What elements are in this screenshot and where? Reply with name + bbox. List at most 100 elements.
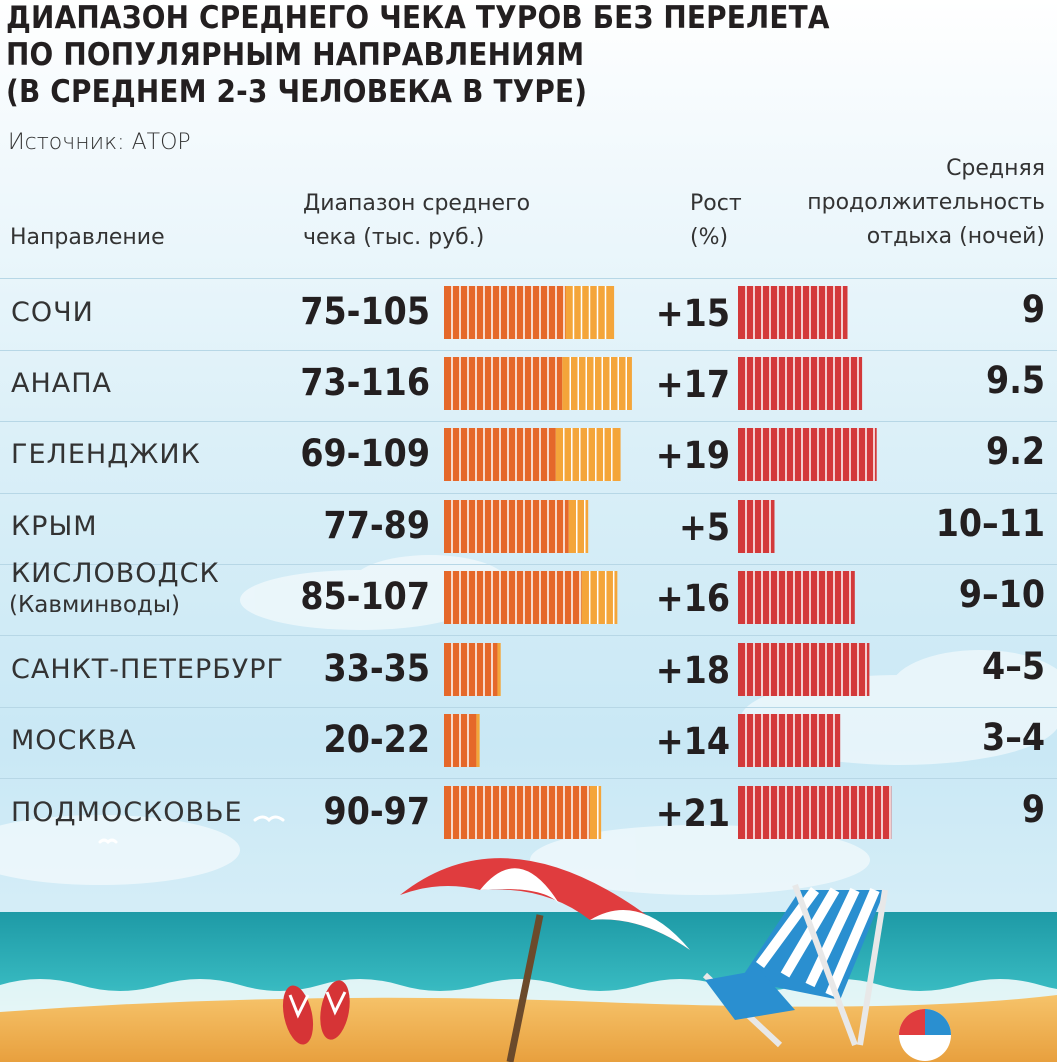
nights-value: 9–10 <box>958 573 1045 616</box>
header-nights: Средняя продолжительность отдыха (ночей) <box>760 152 1045 254</box>
range-bar <box>444 571 618 624</box>
range-bar <box>444 357 632 410</box>
row-separator <box>0 278 1057 279</box>
range-bar-min <box>444 571 582 624</box>
range-bar <box>444 286 615 339</box>
growth-bar-fill <box>738 357 863 410</box>
growth-bar <box>738 714 841 767</box>
destination-label: САНКТ-ПЕТЕРБУРГ <box>11 654 284 685</box>
nights-value: 10–11 <box>935 502 1045 545</box>
table-row: КИСЛОВОДСК (Кавминводы) 85-107 +16 9–10 <box>0 558 1057 637</box>
range-bar-min <box>444 428 556 481</box>
range-value: 73-116 <box>300 361 430 404</box>
destination-label: АНАПА <box>11 368 113 399</box>
growth-bar <box>738 643 870 696</box>
destination-label: КРЫМ <box>11 511 98 542</box>
growth-value: +14 <box>655 720 730 763</box>
range-bar-max <box>565 286 615 339</box>
growth-bar-fill <box>738 428 877 481</box>
row-separator <box>0 635 1057 636</box>
table-row: СОЧИ 75-105 +15 9 <box>0 280 1057 352</box>
title-line-3: (В СРЕДНЕМ 2-3 ЧЕЛОВЕКА В ТУРЕ) <box>6 74 588 110</box>
nights-value: 9 <box>1021 288 1045 331</box>
growth-bar <box>738 500 775 553</box>
growth-bar-fill <box>738 286 848 339</box>
range-value: 20-22 <box>323 718 430 761</box>
beach-ball-icon <box>899 1009 951 1061</box>
destination-label: МОСКВА <box>11 725 137 756</box>
range-bar-max <box>555 428 621 481</box>
range-bar-min <box>444 357 563 410</box>
table-row: САНКТ-ПЕТЕРБУРГ 33-35 +18 4–5 <box>0 637 1057 709</box>
destination-label: ГЕЛЕНДЖИК <box>11 439 201 470</box>
range-value: 69-109 <box>300 432 430 475</box>
range-value: 75-105 <box>300 290 430 333</box>
range-bar-min <box>444 714 477 767</box>
range-value: 77-89 <box>323 504 430 547</box>
row-separator <box>0 707 1057 708</box>
growth-bar-fill <box>738 500 775 553</box>
destination-label: КИСЛОВОДСК <box>11 558 220 589</box>
title-line-2: ПО ПОПУЛЯРНЫМ НАПРАВЛЕНИЯМ <box>6 37 585 73</box>
header-destination: Направление <box>10 225 165 250</box>
table-row: КРЫМ 77-89 +5 10–11 <box>0 494 1057 566</box>
range-bar <box>444 500 589 553</box>
growth-bar <box>738 286 848 339</box>
header-growth-line-1: Рост <box>690 191 742 216</box>
nights-value: 9.2 <box>986 430 1045 473</box>
header-nights-line-2: продолжительность <box>807 190 1045 215</box>
destination-label: СОЧИ <box>11 297 94 328</box>
range-bar-max <box>581 571 618 624</box>
row-separator <box>0 421 1057 422</box>
range-bar-max <box>568 500 589 553</box>
nights-value: 9 <box>1021 788 1045 831</box>
range-bar <box>444 786 602 839</box>
table-row: ПОДМОСКОВЬЕ 90-97 +21 9 <box>0 780 1057 852</box>
flip-flops-icon <box>282 980 350 1045</box>
growth-bar <box>738 357 863 410</box>
nights-value: 9.5 <box>986 359 1045 402</box>
destination-label: ПОДМОСКОВЬЕ <box>11 797 243 828</box>
range-bar <box>444 428 621 481</box>
range-bar-max <box>589 786 602 839</box>
growth-bar-fill <box>738 786 892 839</box>
row-separator <box>0 350 1057 351</box>
range-bar-min <box>444 500 569 553</box>
sand <box>0 995 1057 1062</box>
growth-bar <box>738 571 855 624</box>
header-growth-line-2: (%) <box>690 225 729 250</box>
range-bar <box>444 714 480 767</box>
growth-value: +18 <box>655 649 730 692</box>
table-row: МОСКВА 20-22 +14 3–4 <box>0 708 1057 780</box>
title-line-1: ДИАПАЗОН СРЕДНЕГО ЧЕКА ТУРОВ БЕЗ ПЕРЕЛЕТ… <box>6 0 830 36</box>
source-note: Источник: АТОР <box>8 130 191 155</box>
header-range-line-2: чека (тыс. руб.) <box>303 225 485 250</box>
header-range: Диапазон среднего чека (тыс. руб.) <box>303 187 583 255</box>
range-bar-min <box>444 643 498 696</box>
growth-value: +19 <box>655 434 730 477</box>
row-separator <box>0 493 1057 494</box>
growth-value: +15 <box>655 292 730 335</box>
growth-bar-fill <box>738 571 855 624</box>
growth-value: +16 <box>655 577 730 620</box>
growth-value: +17 <box>655 363 730 406</box>
range-bar-max <box>497 643 501 696</box>
destination-sublabel: (Кавминводы) <box>9 592 180 618</box>
growth-value: +5 <box>678 506 730 549</box>
table-row: ГЕЛЕНДЖИК 69-109 +19 9.2 <box>0 422 1057 494</box>
growth-value: +21 <box>655 792 730 835</box>
deck-chair-icon <box>702 883 888 1048</box>
range-bar-min <box>444 786 590 839</box>
growth-bar <box>738 786 892 839</box>
umbrella-icon <box>400 858 690 1062</box>
growth-bar-fill <box>738 643 870 696</box>
row-separator <box>0 564 1057 565</box>
range-bar <box>444 643 501 696</box>
row-separator <box>0 778 1057 779</box>
header-nights-line-3: отдыха (ночей) <box>866 224 1045 249</box>
growth-bar <box>738 428 877 481</box>
range-bar-min <box>444 286 566 339</box>
nights-value: 3–4 <box>982 716 1045 759</box>
chart-title: ДИАПАЗОН СРЕДНЕГО ЧЕКА ТУРОВ БЕЗ ПЕРЕЛЕТ… <box>6 0 906 111</box>
